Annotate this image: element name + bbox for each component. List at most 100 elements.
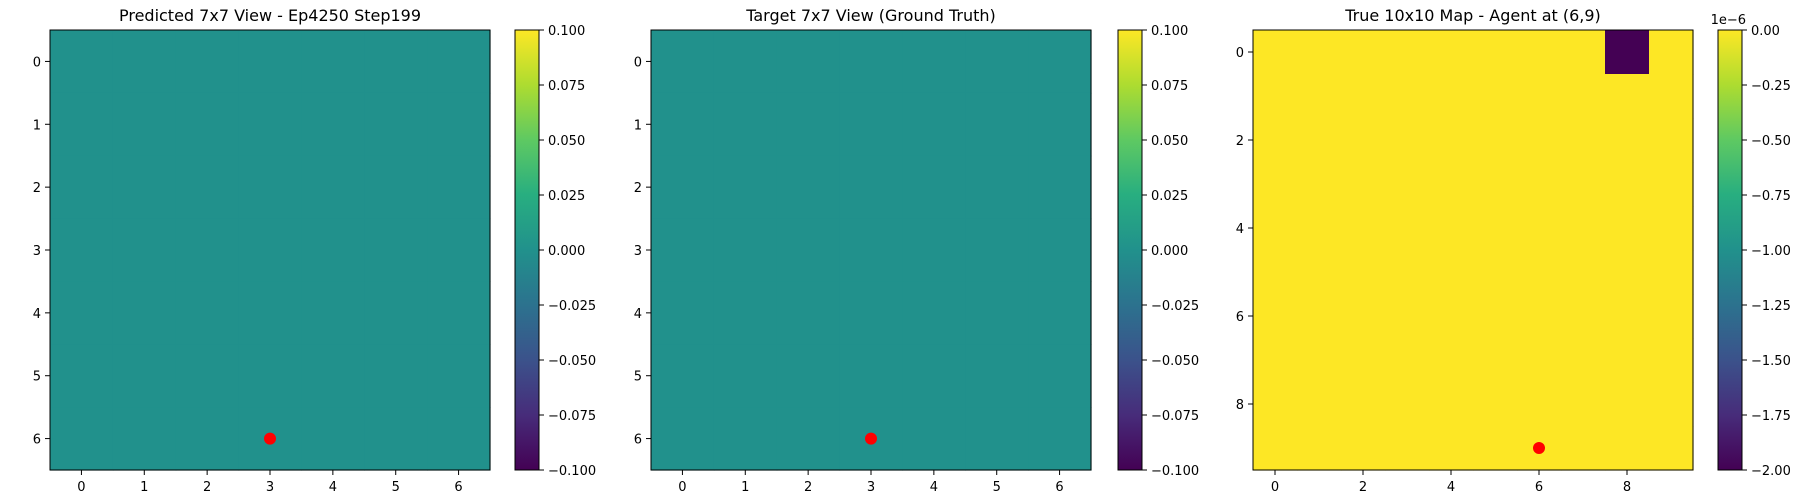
heatmap-frame	[650, 29, 1092, 471]
heatmap-cell	[1605, 338, 1650, 383]
heatmap-cell	[1649, 250, 1694, 295]
y-tick-label: 6	[1236, 310, 1244, 325]
x-tick-label: 2	[1359, 480, 1367, 495]
colorbar	[1717, 29, 1743, 471]
heatmap-cell	[301, 218, 365, 283]
x-tick-label: 2	[203, 480, 211, 495]
heatmap-cell	[364, 281, 428, 345]
heatmap-cell	[238, 155, 303, 220]
heatmap-cell	[902, 218, 966, 283]
heatmap-cell	[1561, 426, 1606, 471]
heatmap-cell	[1649, 30, 1694, 75]
heatmap-cell	[1385, 162, 1430, 207]
x-tick-label: 4	[1447, 480, 1455, 495]
heatmap-cell	[839, 92, 904, 157]
y-tick-label: 4	[634, 307, 642, 322]
heatmap-cell	[1649, 206, 1694, 251]
x-tick-label: 4	[329, 480, 337, 495]
heatmap-cell	[1517, 162, 1562, 207]
heatmap-cell	[651, 281, 715, 345]
heatmap-cell	[1649, 338, 1694, 383]
heatmap-cell	[776, 281, 841, 345]
heatmap-cell	[839, 218, 904, 283]
heatmap-cell	[1649, 118, 1694, 163]
heatmap-cell	[1473, 250, 1518, 295]
heatmap-cell	[1297, 206, 1342, 251]
heatmap-cell	[902, 30, 966, 94]
colorbar-tick-label: 0.00	[1751, 24, 1780, 39]
heatmap-cell	[364, 155, 428, 220]
heatmap-cell	[1385, 118, 1430, 163]
heatmap-cell	[301, 30, 365, 94]
heatmap-cell	[651, 407, 715, 471]
heatmap-cell	[1341, 30, 1386, 75]
x-tick-label: 0	[1271, 480, 1279, 495]
heatmap-cell	[1429, 382, 1474, 427]
colorbar-tick-label: −0.075	[1151, 409, 1199, 424]
heatmap-cell	[1253, 30, 1298, 75]
x-tick-label: 3	[867, 480, 875, 495]
heatmap-cell	[175, 92, 240, 157]
heatmap-cell	[1253, 118, 1298, 163]
heatmap-cell	[112, 155, 177, 220]
heatmap-cell	[301, 155, 365, 220]
heatmap-cell	[1429, 206, 1474, 251]
y-tick-label: 1	[33, 118, 41, 133]
heatmap-cell	[1341, 206, 1386, 251]
heatmap-cell	[651, 218, 715, 283]
heatmap-cell	[651, 155, 715, 220]
heatmap-cell	[1605, 426, 1650, 471]
heatmap-cell	[1473, 206, 1518, 251]
colorbar	[514, 29, 540, 471]
colorbar-tick-label: 0.100	[1151, 24, 1188, 39]
colorbar-tick-label: −0.025	[1151, 299, 1199, 314]
heatmap-cell	[1473, 338, 1518, 383]
heatmap-cell	[1561, 382, 1606, 427]
heatmap-cell	[1253, 426, 1298, 471]
y-tick-label: 0	[1236, 46, 1244, 61]
heatmap-cell	[238, 281, 303, 345]
true-map-panel: True 10x10 Map - Agent at (6,9) 0 2 4 6 8 0 2 4…	[1236, 6, 1791, 495]
heatmap-cell	[50, 30, 114, 94]
heatmap-cell	[1253, 382, 1298, 427]
colorbar-tick-label: 0.075	[548, 79, 585, 94]
heatmap-cell	[965, 281, 1029, 345]
y-tick-label: 2	[1236, 134, 1244, 149]
x-tick-label: 1	[741, 480, 749, 495]
heatmap-cell	[1649, 294, 1694, 339]
x-tick-label: 4	[930, 480, 938, 495]
heatmap-cell	[238, 218, 303, 283]
heatmap-cell	[1649, 162, 1694, 207]
heatmap-cell	[112, 281, 177, 345]
heatmap-cell	[1561, 118, 1606, 163]
colorbar-tick-label: −1.50	[1751, 354, 1791, 369]
heatmap-cell	[965, 92, 1029, 157]
chart-title: Target 7x7 View (Ground Truth)	[745, 6, 996, 25]
heatmap-cell	[1385, 294, 1430, 339]
heatmap-cell	[776, 30, 841, 94]
heatmap-cell	[1561, 30, 1606, 75]
heatmap-cell	[902, 92, 966, 157]
heatmap-cell	[238, 344, 303, 408]
heatmap-cell	[1028, 30, 1092, 94]
x-tick-label: 0	[77, 480, 85, 495]
x-tick-label: 0	[678, 480, 686, 495]
heatmap-cell	[1517, 118, 1562, 163]
heatmap-cell	[175, 281, 240, 345]
heatmap-cell	[1429, 426, 1474, 471]
heatmap-cell	[1649, 74, 1694, 119]
heatmap-cell	[1561, 338, 1606, 383]
heatmap-cell	[1561, 162, 1606, 207]
heatmap-cell	[1297, 250, 1342, 295]
heatmap-cell	[713, 30, 778, 94]
agent-marker	[1533, 442, 1545, 454]
heatmap-cell	[776, 155, 841, 220]
heatmap-cell	[1028, 344, 1092, 408]
heatmap-cell	[713, 155, 778, 220]
heatmap-cell	[1341, 162, 1386, 207]
heatmap-cell	[1385, 74, 1430, 119]
heatmap-cell	[1605, 206, 1650, 251]
heatmap-cell	[1297, 118, 1342, 163]
heatmap-cell	[1253, 206, 1298, 251]
heatmap-cell	[1341, 426, 1386, 471]
